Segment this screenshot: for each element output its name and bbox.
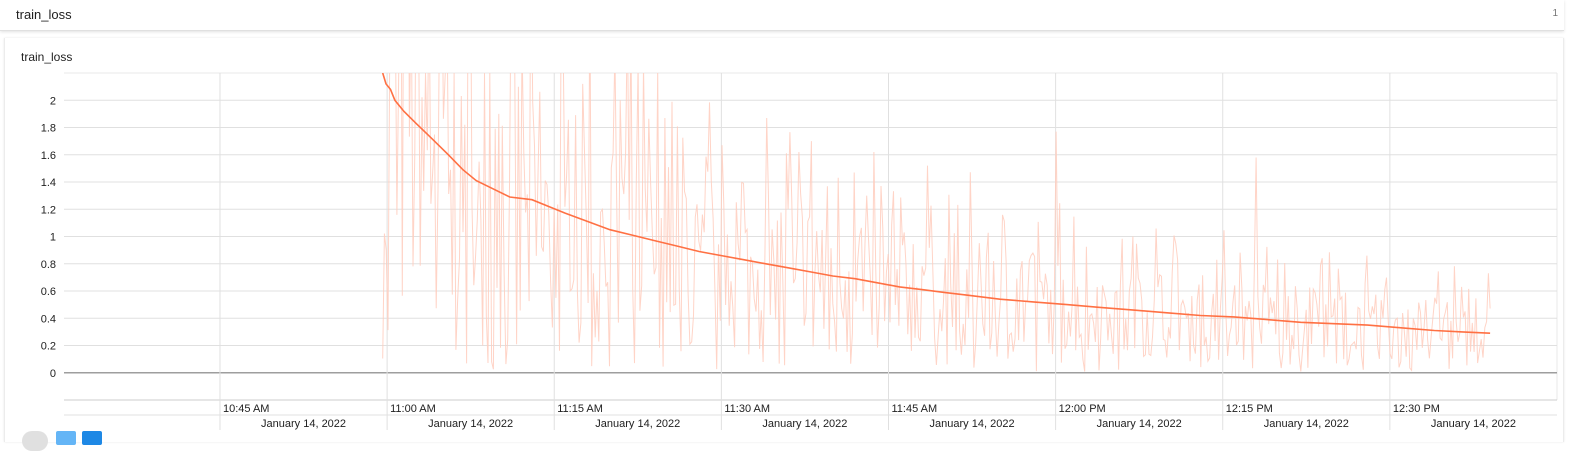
x-tick-date-label: January 14, 2022: [762, 418, 847, 430]
group-chart-count: 1: [1552, 8, 1558, 19]
x-tick-time-label: 12:15 PM: [1226, 403, 1273, 415]
y-tick-label: 1.8: [41, 123, 56, 135]
y-tick-label: 1.4: [41, 177, 56, 189]
y-tick-label: 0.6: [41, 286, 56, 298]
y-tick-label: 1: [50, 232, 56, 244]
x-tick-time-label: 11:15 AM: [557, 403, 603, 415]
x-tick-time-label: 11:45 AM: [891, 403, 937, 415]
y-tick-label: 1.6: [41, 150, 56, 162]
x-tick-time-label: 10:45 AM: [223, 403, 269, 415]
chart-title: train_loss: [21, 50, 73, 64]
smoothed-loss-series-line: [381, 73, 1491, 334]
x-tick-date-label: January 14, 2022: [930, 418, 1015, 430]
fit-domain-button[interactable]: [56, 431, 76, 445]
x-tick-time-label: 11:00 AM: [390, 403, 436, 415]
y-tick-label: 0.8: [41, 259, 56, 271]
group-title: train_loss: [16, 7, 72, 22]
y-tick-label: 0.2: [41, 341, 56, 353]
chart-group-header[interactable]: train_loss 1: [0, 0, 1564, 31]
toggle-y-log-scale-button[interactable]: [22, 431, 48, 451]
x-tick-date-label: January 14, 2022: [428, 418, 513, 430]
y-tick-label: 0: [50, 368, 56, 380]
x-tick-date-label: January 14, 2022: [1264, 418, 1349, 430]
x-tick-date-label: January 14, 2022: [1431, 418, 1516, 430]
x-tick-date-label: January 14, 2022: [1097, 418, 1182, 430]
x-tick-time-label: 12:00 PM: [1059, 403, 1106, 415]
y-tick-label: 2: [50, 95, 56, 107]
chart-card: [4, 38, 1564, 442]
y-tick-label: 0.4: [41, 313, 56, 325]
x-tick-date-label: January 14, 2022: [261, 418, 346, 430]
x-tick-time-label: 11:30 AM: [724, 403, 770, 415]
x-tick-time-label: 12:30 PM: [1393, 403, 1440, 415]
y-tick-label: 1.2: [41, 204, 56, 216]
raw-loss-series-line: [382, 73, 1491, 372]
train-loss-chart[interactable]: 0 0.2 0.4 0.6 0.8 1 1.2 1.4 1.6 1.8 2 10:45 AM Janua…: [0, 0, 1562, 442]
expand-chart-button[interactable]: [82, 431, 102, 445]
x-tick-date-label: January 14, 2022: [595, 418, 680, 430]
